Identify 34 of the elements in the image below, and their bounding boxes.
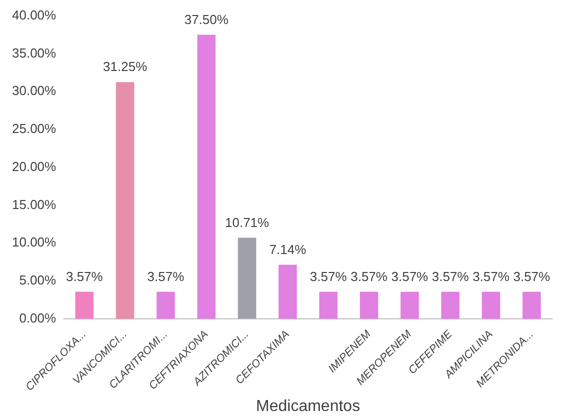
y-tick-label: 35.00% [12, 45, 57, 60]
data-label: 3.57% [432, 268, 470, 284]
data-label: 3.57% [472, 268, 510, 284]
bar [238, 238, 256, 319]
y-tick-label: 5.00% [19, 272, 57, 288]
y-tick-label: 25.00% [12, 121, 57, 136]
bar [197, 34, 216, 319]
y-tick-label: 20.00% [12, 158, 57, 174]
bar [400, 292, 419, 319]
x-axis-title: Medicamentos [256, 398, 360, 415]
y-tick-label: 0.00% [19, 310, 57, 326]
y-tick-label: 10.00% [12, 234, 57, 250]
data-label: 10.71% [225, 214, 270, 230]
data-label: 3.57% [350, 268, 388, 284]
data-label: 3.57% [391, 268, 429, 284]
y-tick-label: 30.00% [12, 83, 57, 98]
data-label: 3.57% [66, 268, 104, 284]
data-label: 3.57% [513, 268, 551, 284]
data-label: 37.50% [184, 12, 229, 27]
bar [75, 292, 94, 319]
data-label: 31.25% [103, 59, 148, 74]
bar [360, 292, 378, 319]
bar [482, 292, 500, 319]
data-label: 3.57% [310, 268, 348, 284]
y-tick-label: 40.00% [12, 7, 57, 22]
bar [278, 264, 297, 319]
data-label: 7.14% [269, 242, 307, 257]
bar [319, 292, 338, 319]
bar [522, 292, 541, 319]
data-label: 3.57% [147, 268, 185, 284]
bar [116, 82, 134, 319]
y-tick-label: 15.00% [12, 196, 57, 212]
bar [156, 292, 175, 319]
bar [441, 292, 460, 319]
